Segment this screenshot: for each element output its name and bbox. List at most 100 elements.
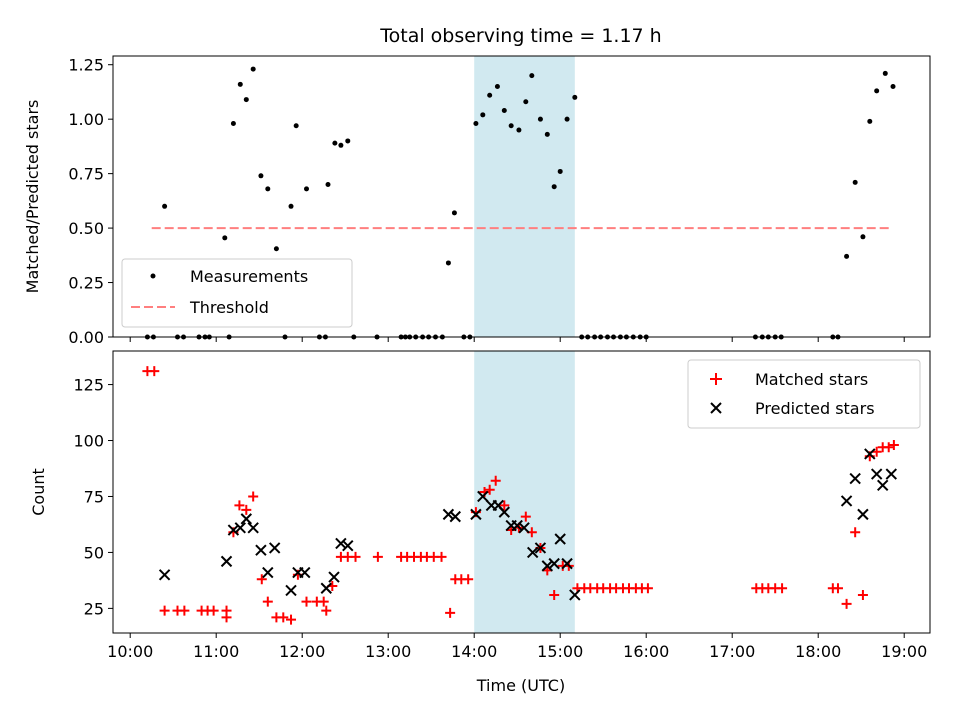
bottom-panel: 10:00 11:00 12:00 13:00 14:00 15:00 16:00 17:00…	[29, 350, 931, 695]
measurement-point	[551, 184, 557, 190]
matched-star-point	[436, 551, 447, 562]
measurement-point	[523, 99, 529, 105]
legend-measurements-marker	[150, 273, 156, 279]
bottom-panel-legend-box	[687, 359, 921, 429]
matched-star-point	[159, 605, 170, 616]
x-axis-label: Time (UTC)	[476, 676, 565, 695]
measurement-point	[332, 140, 338, 146]
matched-star-point	[234, 500, 245, 511]
top-panel: 0.00 0.25 0.50 0.75 1.00 1.25 Matched/Predict…	[23, 55, 931, 347]
predicted-star-point	[255, 544, 267, 556]
predicted-star-point	[885, 468, 898, 480]
measurement-point	[852, 179, 858, 185]
matched-star-point	[256, 574, 267, 585]
matched-star-point	[241, 504, 252, 515]
predicted-star-point	[220, 555, 233, 568]
bottom-panel-marks	[142, 366, 899, 625]
matched-star-point	[857, 589, 868, 600]
bottom-panel-legend: Matched stars Predicted stars	[687, 359, 921, 429]
measurement-point	[516, 127, 522, 133]
measurement-point	[345, 138, 351, 144]
measurement-point	[501, 107, 507, 113]
bottom-panel-observing-window	[474, 351, 575, 633]
matched-star-point	[832, 583, 843, 594]
matched-star-point	[841, 598, 852, 609]
predicted-star-point	[498, 506, 511, 518]
legend-matched-marker	[710, 373, 722, 385]
predicted-star-point	[285, 584, 297, 597]
top-panel-marks	[144, 66, 896, 340]
matched-star-point	[484, 484, 495, 495]
matched-star-point	[321, 605, 332, 616]
matched-star-point	[301, 596, 312, 607]
measurement-point	[890, 83, 896, 89]
y-tick-label: 1.00	[68, 110, 104, 129]
predicted-star-point	[470, 508, 482, 521]
measurement-point	[325, 182, 331, 188]
measurement-point	[572, 94, 578, 100]
matched-star-point	[499, 500, 510, 511]
y-tick-label: 100	[73, 432, 104, 451]
predicted-star-point	[328, 571, 340, 583]
top-panel-legend-box	[121, 258, 353, 328]
chart-title: Total observing time = 1.17 h	[379, 25, 661, 47]
matched-star-point	[777, 583, 788, 594]
predicted-star-point	[477, 490, 489, 503]
y-tick-label: 25	[84, 599, 104, 618]
predicted-star-point	[534, 542, 547, 554]
top-panel-axes: 0.00 0.25 0.50 0.75 1.00 1.25	[68, 56, 905, 347]
legend-matched-label: Matched stars	[755, 370, 868, 389]
measurement-point	[544, 131, 550, 137]
predicted-star-point	[561, 557, 573, 570]
matched-star-point	[642, 583, 653, 594]
predicted-star-point	[227, 524, 240, 536]
predicted-star-point	[541, 560, 554, 572]
top-panel-legend: Measurements Threshold	[121, 258, 353, 328]
bottom-panel-frame	[112, 350, 931, 634]
measurement-point	[537, 116, 543, 122]
measurement-point	[508, 123, 514, 129]
measurement-point	[445, 260, 451, 266]
y-tick-label: 50	[84, 543, 104, 562]
x-tick-label: 17:00	[709, 642, 755, 661]
predicted-star-point	[262, 566, 274, 579]
predicted-star-point	[247, 522, 259, 534]
matched-star-point	[445, 607, 456, 618]
predicted-star-point	[511, 519, 523, 532]
predicted-star-point	[876, 479, 889, 491]
top-panel-frame	[112, 55, 931, 338]
predicted-star-point	[849, 472, 861, 485]
matched-star-point	[850, 527, 861, 538]
predicted-star-point	[554, 533, 566, 545]
measurement-point	[250, 66, 256, 72]
predicted-star-point	[158, 569, 171, 581]
x-tick-label: 12:00	[279, 642, 325, 661]
bottom-panel-axes: 10:00 11:00 12:00 13:00 14:00 15:00 16:00 17:00…	[73, 376, 927, 661]
matched-star-point	[520, 511, 531, 522]
matched-star-point	[286, 614, 297, 625]
measurement-point	[451, 210, 457, 216]
measurement-point	[230, 121, 236, 127]
y-tick-label: 1.25	[68, 56, 104, 75]
legend-predicted-label: Predicted stars	[755, 399, 875, 418]
measurement-point	[338, 142, 344, 148]
matched-star-point	[248, 491, 259, 502]
x-tick-label: 16:00	[623, 642, 669, 661]
measurement-point	[867, 118, 873, 124]
measurement-point	[237, 81, 243, 87]
predicted-star-point	[442, 508, 455, 521]
matched-star-point	[318, 596, 329, 607]
matched-star-point	[372, 551, 383, 562]
x-tick-label: 18:00	[795, 642, 841, 661]
x-tick-label: 19:00	[881, 642, 927, 661]
bottom-panel-ylabel: Count	[29, 468, 48, 516]
matched-star-point	[888, 440, 899, 450]
measurement-point	[258, 173, 264, 179]
predicted-star-point	[449, 510, 461, 523]
y-tick-label: 0.25	[68, 274, 104, 293]
y-tick-label: 0.75	[68, 165, 104, 184]
matched-star-point	[262, 596, 273, 607]
measurement-point	[529, 73, 535, 79]
measurement-point	[564, 116, 570, 122]
